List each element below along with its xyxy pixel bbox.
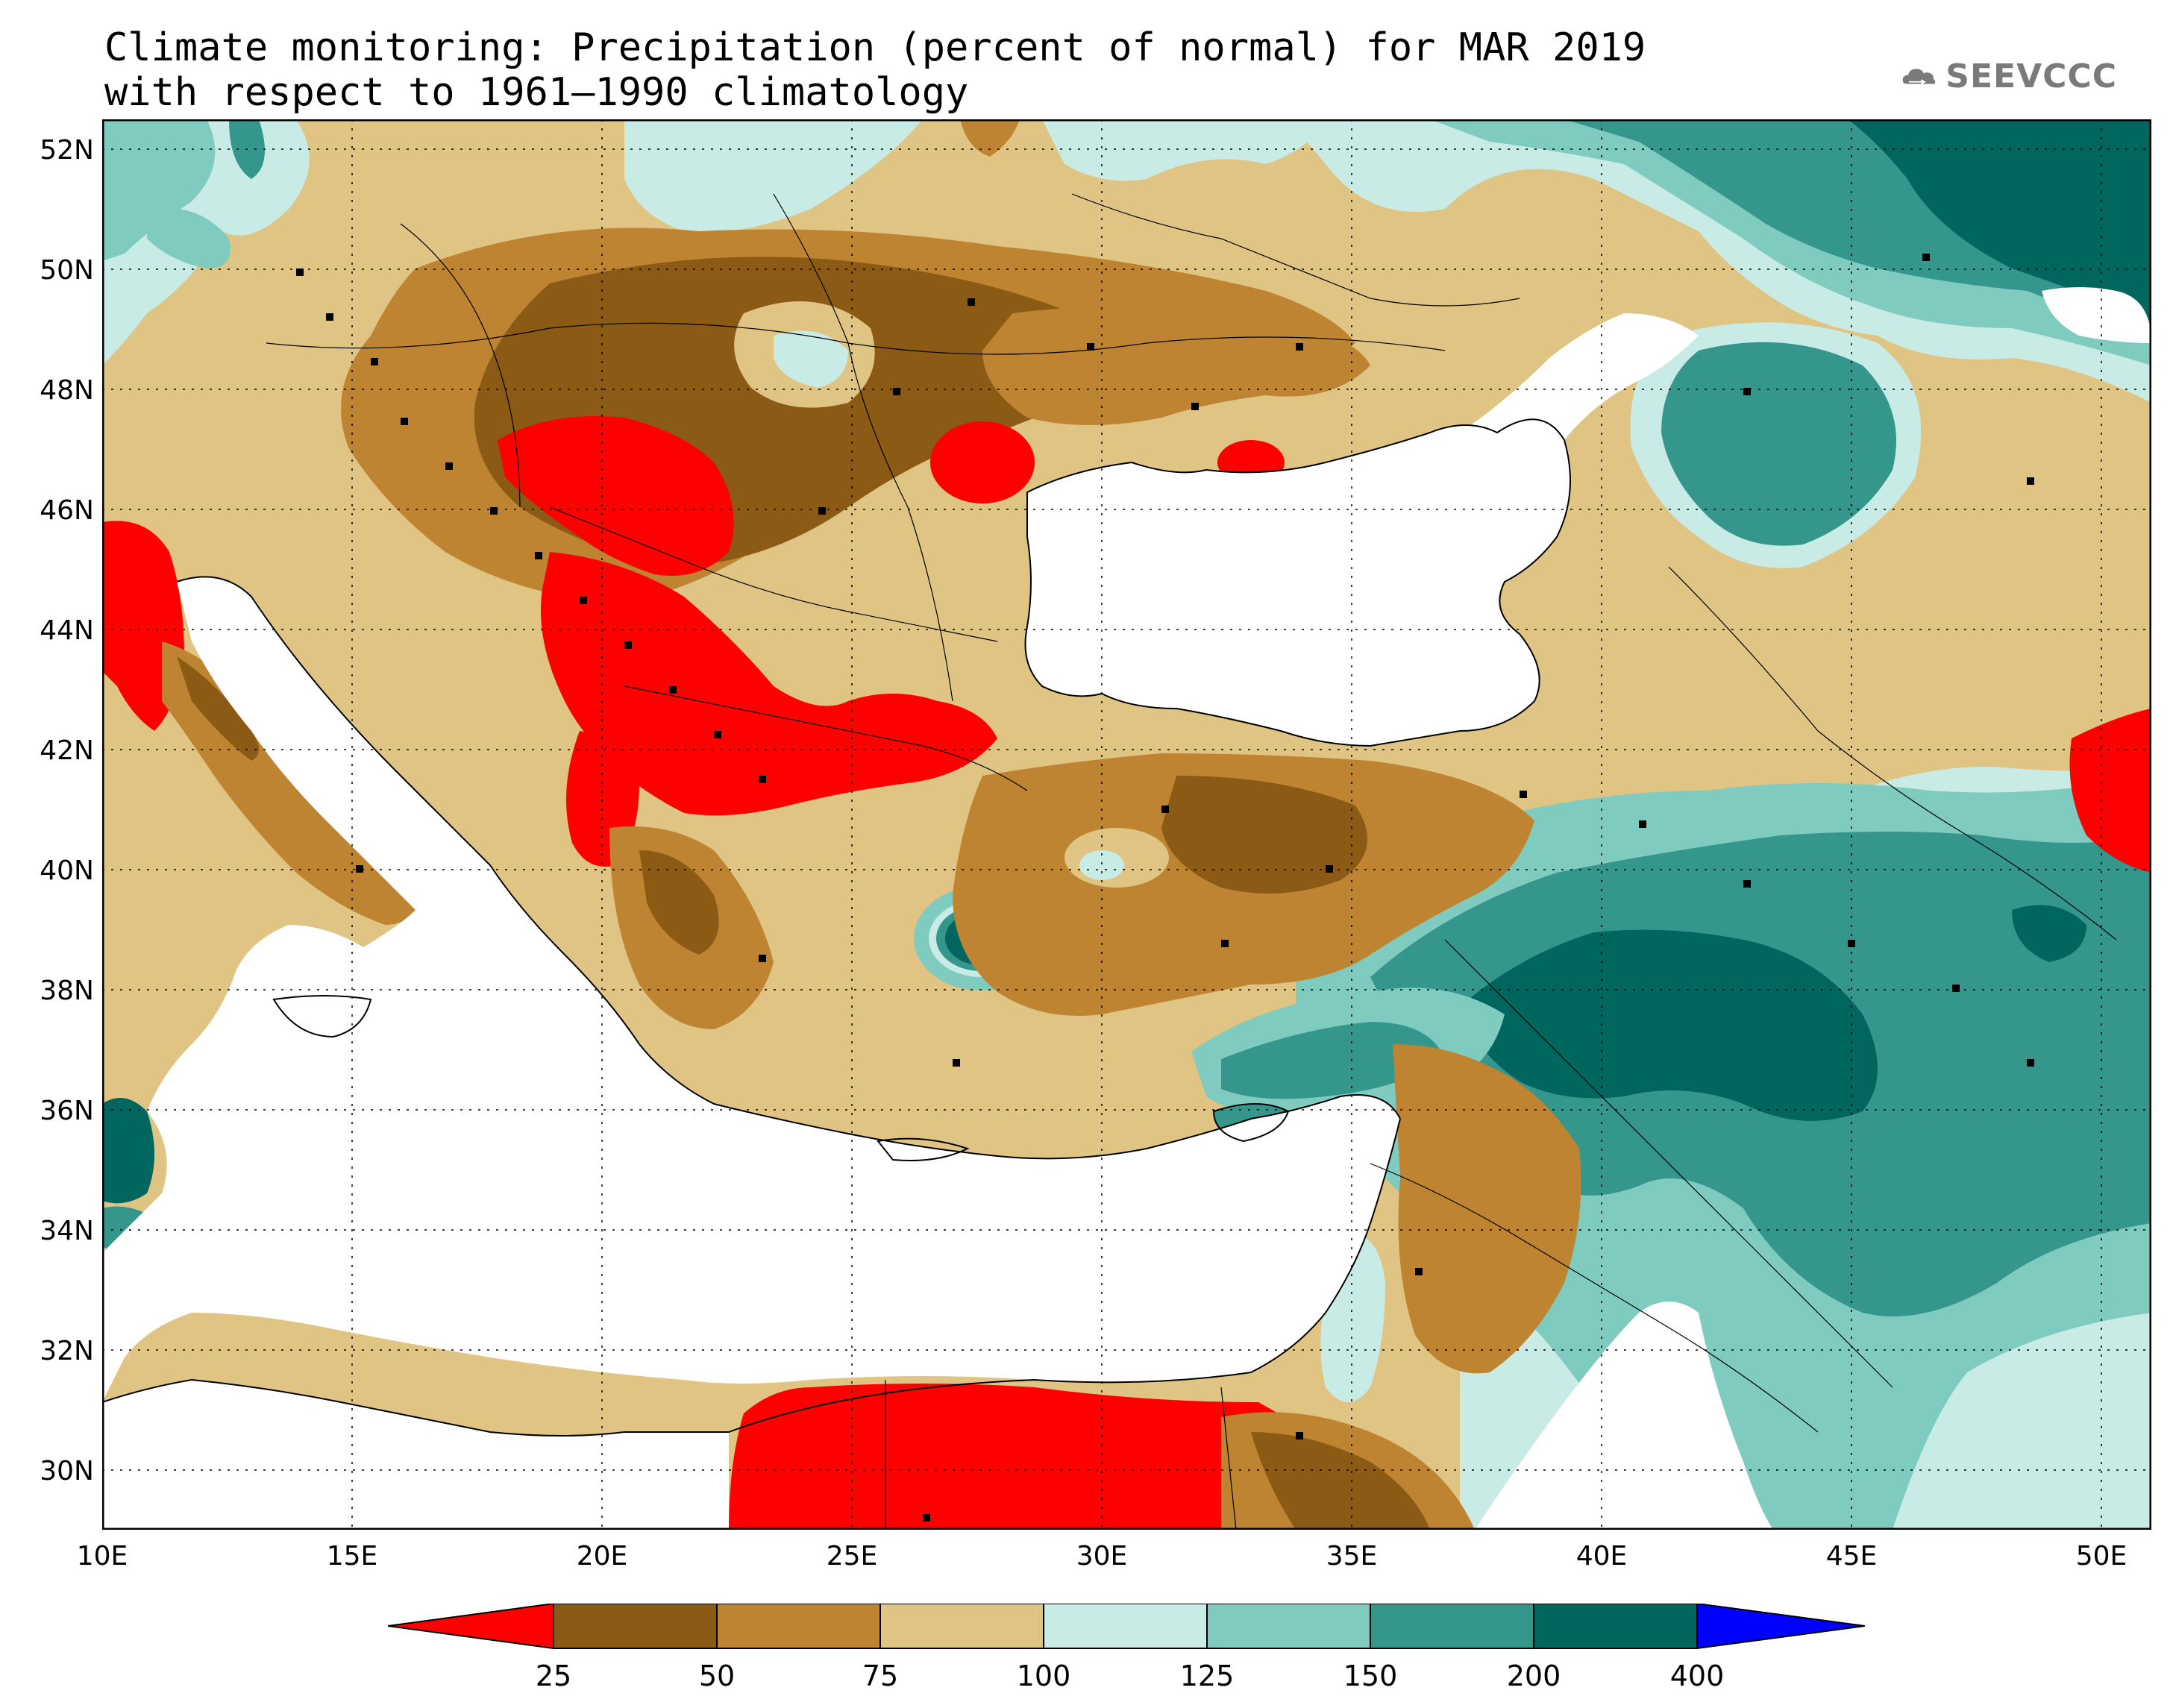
- region-tunisia-dark: [102, 1098, 154, 1204]
- lat-tick-label: 38N: [40, 976, 94, 1006]
- lat-tick-label: 44N: [40, 615, 94, 646]
- region-italy-dark: [177, 656, 259, 761]
- lat-tick-label: 42N: [40, 735, 94, 766]
- no-data-caspian-north: [2042, 287, 2151, 343]
- legend-label: 400: [1670, 1660, 1725, 1692]
- lat-tick-label: 52N: [40, 135, 94, 166]
- precipitation-map: [102, 119, 2151, 1530]
- region-romania-light: [857, 580, 923, 628]
- seevccc-logo: SEEVCCC: [1901, 46, 2117, 106]
- legend-label: 200: [1507, 1660, 1561, 1692]
- lon-tick-label: 40E: [1576, 1541, 1628, 1572]
- country-borders: [266, 193, 2117, 1530]
- title-line-2: with respect to 1961–1990 climatology: [104, 70, 969, 115]
- legend-bin: [1043, 1604, 1208, 1649]
- legend-bin-above: [1696, 1604, 1865, 1650]
- no-data-libya: [102, 1380, 729, 1530]
- black-sea: [1025, 419, 1570, 746]
- legend-label: 50: [699, 1660, 735, 1692]
- legend-label: 75: [862, 1660, 898, 1692]
- region-se-dark: [1460, 929, 1878, 1121]
- legend-bin-below: [388, 1604, 554, 1650]
- legend-label: 100: [1017, 1660, 1071, 1692]
- lon-tick-label: 45E: [1826, 1541, 1878, 1572]
- legend-bin: [553, 1604, 718, 1649]
- lon-tick-label: 50E: [2076, 1541, 2127, 1572]
- colorbar-legend: 25 50 75 100 125 150 200 400: [388, 1604, 1865, 1692]
- legend-bin: [1533, 1604, 1698, 1649]
- lon-tick-label: 10E: [77, 1541, 128, 1572]
- lat-tick-label: 40N: [40, 855, 94, 886]
- no-data-azov: [1460, 313, 1699, 443]
- lat-tick-label: 50N: [40, 255, 94, 286]
- lon-tick-label: 15E: [327, 1541, 378, 1572]
- region-turkey-south-mid: [1221, 1022, 1445, 1099]
- region-north-light: [624, 119, 923, 233]
- region-nw-teal-2: [147, 207, 231, 269]
- lat-tick-label: 34N: [40, 1216, 94, 1246]
- region-sinai-dark: [1251, 1432, 1430, 1530]
- legend-bin: [1370, 1604, 1534, 1649]
- station-markers: [296, 254, 2034, 1522]
- logo-text: SEEVCCC: [1945, 57, 2117, 95]
- mediterranean-sea: [102, 577, 1400, 1403]
- title-line-1: Climate monitoring: Precipitation (perce…: [104, 25, 1646, 70]
- map-border: [102, 119, 2151, 1530]
- region-ukraine-brown: [982, 306, 1370, 425]
- lat-tick-label: 32N: [40, 1336, 94, 1366]
- map-title: Climate monitoring: Precipitation (perce…: [104, 25, 1646, 115]
- region-iran-dark: [2012, 905, 2086, 962]
- region-hungary-teal: [774, 330, 848, 388]
- region-red-moldova: [930, 421, 1035, 503]
- region-red-pannonia: [498, 416, 734, 576]
- region-east-dark: [1848, 119, 2151, 321]
- region-greece-dark: [639, 850, 719, 955]
- region-north-brown: [960, 119, 1020, 157]
- gridlines: [102, 119, 2151, 1530]
- lat-tick-label: 36N: [40, 1096, 94, 1126]
- legend-label: 150: [1343, 1660, 1398, 1692]
- lon-tick-label: 20E: [577, 1541, 628, 1572]
- region-turkey-dark: [1161, 776, 1367, 894]
- cloud-logo-icon: [1902, 69, 1936, 85]
- no-data-arabia: [1475, 1302, 1773, 1530]
- legend-label: 125: [1180, 1660, 1235, 1692]
- legend-bin: [716, 1604, 881, 1649]
- region-turkey-teal: [1079, 850, 1124, 880]
- region-syria-brown: [1393, 1044, 1581, 1374]
- lon-tick-label: 35E: [1326, 1541, 1378, 1572]
- region-nw-teal: [102, 119, 216, 261]
- coastlines: [102, 418, 1571, 1437]
- legend-bin: [1206, 1604, 1371, 1649]
- region-caucasus-teal: [1661, 342, 1896, 546]
- lat-tick-label: 46N: [40, 495, 94, 526]
- lon-tick-label: 25E: [827, 1541, 878, 1572]
- legend-label: 25: [536, 1660, 571, 1692]
- lon-tick-label: 30E: [1076, 1541, 1128, 1572]
- lat-tick-label: 48N: [40, 375, 94, 406]
- region-north-light-2: [1042, 119, 1326, 181]
- lat-tick-label: 30N: [40, 1456, 94, 1486]
- legend-bin: [879, 1604, 1044, 1649]
